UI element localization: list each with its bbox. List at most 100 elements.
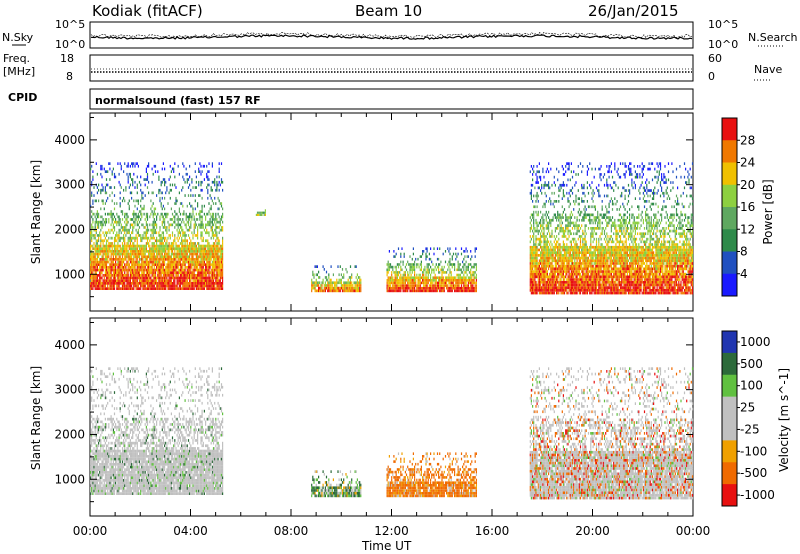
- power-cell: [475, 279, 477, 282]
- power-cell: [256, 213, 259, 216]
- power-cell: [214, 268, 216, 272]
- power-cell: [116, 212, 118, 216]
- power-cell: [218, 250, 220, 253]
- power-cell: [553, 251, 555, 254]
- power-cell: [109, 186, 111, 189]
- power-cell: [128, 268, 130, 272]
- power-cell: [98, 247, 100, 251]
- power-cell: [463, 250, 465, 253]
- power-cell: [152, 255, 154, 259]
- power-cell: [448, 289, 450, 293]
- power-cell: [354, 289, 356, 293]
- power-cell: [160, 242, 162, 245]
- power-cell: [191, 231, 193, 235]
- power-cell: [448, 265, 450, 269]
- power-cell: [533, 262, 535, 265]
- power-cell: [577, 264, 579, 268]
- power-cell: [169, 258, 171, 261]
- power-cell: [442, 286, 444, 290]
- power-cell: [536, 197, 538, 200]
- power-cell: [427, 268, 429, 272]
- power-cell: [472, 273, 474, 277]
- power-cell: [167, 279, 169, 282]
- power-cell: [541, 262, 543, 265]
- power-cell: [470, 286, 472, 290]
- power-cell: [534, 291, 536, 295]
- power-cell: [129, 250, 131, 253]
- power-cell: [187, 220, 190, 224]
- power-cell: [185, 223, 187, 227]
- power-cell: [94, 260, 96, 264]
- power-cell: [530, 218, 532, 222]
- power-cell: [575, 264, 577, 268]
- power-cell: [164, 284, 166, 288]
- power-cell: [129, 260, 131, 264]
- power-cell: [174, 234, 176, 237]
- power-cell: [175, 252, 177, 256]
- power-cell: [574, 237, 576, 241]
- power-cell: [118, 266, 120, 269]
- power-cell: [152, 231, 154, 235]
- power-cell: [175, 212, 177, 216]
- power-cell: [552, 254, 554, 257]
- power-cell: [206, 266, 208, 269]
- power-cell: [115, 244, 117, 248]
- power-cell: [316, 289, 318, 293]
- power-cell: [444, 279, 447, 282]
- power-cell: [576, 256, 578, 260]
- power-cell: [468, 263, 471, 266]
- power-cell: [401, 281, 403, 285]
- power-cell: [144, 279, 146, 282]
- power-cell: [91, 215, 93, 219]
- power-cell: [447, 276, 449, 279]
- power-cell: [422, 281, 424, 285]
- power-cell: [463, 286, 465, 290]
- power-cell: [152, 258, 154, 261]
- power-cell: [141, 263, 143, 266]
- power-cell: [144, 236, 146, 240]
- power-cell: [208, 274, 210, 277]
- power-cell: [570, 240, 572, 244]
- power-cell: [546, 259, 548, 263]
- power-cell: [346, 284, 348, 287]
- power-cell: [143, 274, 145, 277]
- power-cell: [94, 287, 96, 290]
- power-cell: [189, 258, 191, 261]
- power-cell: [118, 276, 120, 280]
- power-cell: [210, 263, 212, 266]
- power-cell: [545, 291, 547, 295]
- power-cell: [455, 286, 457, 290]
- power-cell: [439, 286, 441, 290]
- power-cell: [153, 271, 155, 274]
- power-cell: [161, 180, 163, 184]
- power-cell: [178, 255, 180, 259]
- power-cell: [201, 284, 203, 288]
- power-cell: [575, 224, 577, 227]
- power-cell: [127, 231, 129, 235]
- power-cell: [110, 186, 112, 189]
- power-cell: [543, 186, 545, 190]
- power-cell: [450, 286, 452, 290]
- power-cell: [559, 259, 561, 263]
- power-cell: [573, 256, 575, 260]
- power-cell: [467, 263, 469, 266]
- power-cell: [99, 276, 101, 280]
- power-cell: [549, 262, 551, 265]
- power-cell: [153, 260, 155, 264]
- power-cell: [550, 289, 552, 292]
- power-cell: [136, 287, 138, 290]
- power-cell: [159, 196, 161, 200]
- power-cell: [158, 279, 160, 282]
- power-cell: [117, 274, 119, 277]
- power-cell: [565, 254, 567, 257]
- power-cell: [161, 191, 163, 195]
- power-cell: [206, 258, 208, 261]
- power-cell: [164, 220, 166, 224]
- power-cell: [90, 271, 92, 274]
- power-cell: [121, 226, 124, 229]
- power-cell: [111, 279, 113, 282]
- power-cell: [552, 272, 554, 276]
- power-cell: [569, 275, 571, 279]
- power-cell: [438, 284, 440, 287]
- power-cell: [540, 278, 542, 281]
